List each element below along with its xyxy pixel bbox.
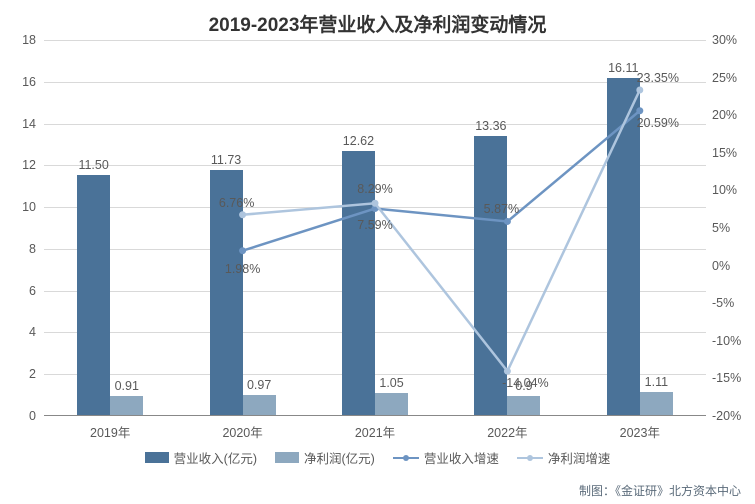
line-revenue-growth-label: 1.98% <box>225 262 260 276</box>
y-left-tick: 16 <box>8 75 36 89</box>
y-right-tick: -15% <box>712 371 741 385</box>
y-left-tick: 6 <box>8 284 36 298</box>
y-right-tick: 20% <box>712 108 737 122</box>
line-profit-growth-label: 6.76% <box>219 196 254 210</box>
line-marker <box>504 218 511 225</box>
y-left-tick: 12 <box>8 158 36 172</box>
plot-area: 11.500.9111.730.9712.621.0513.360.916.11… <box>44 40 706 416</box>
legend-label: 净利润增速 <box>548 448 611 467</box>
y-left-tick: 8 <box>8 242 36 256</box>
legend-label: 营业收入(亿元) <box>174 448 257 467</box>
legend: 营业收入(亿元) 净利润(亿元) 营业收入增速 净利润增速 <box>0 448 755 467</box>
line-marker <box>372 200 379 207</box>
legend-swatch <box>275 452 299 463</box>
x-tick: 2023年 <box>620 422 660 441</box>
line-marker <box>239 247 246 254</box>
y-left-tick: 14 <box>8 117 36 131</box>
line-marker <box>504 368 511 375</box>
y-right-tick: 5% <box>712 221 730 235</box>
y-left-tick: 2 <box>8 367 36 381</box>
line-revenue-growth-label: 5.87% <box>484 202 519 216</box>
line-profit-growth-label: -14.04% <box>502 376 549 390</box>
legend-swatch <box>393 457 419 459</box>
legend-label: 营业收入增速 <box>424 448 499 467</box>
y-right-tick: 10% <box>712 183 737 197</box>
line-revenue-growth <box>243 111 640 251</box>
legend-swatch <box>517 457 543 459</box>
y-right-tick: -10% <box>712 334 741 348</box>
y-left-tick: 4 <box>8 325 36 339</box>
line-marker <box>636 87 643 94</box>
legend-item: 营业收入(亿元) <box>145 448 257 467</box>
x-tick: 2022年 <box>487 422 527 441</box>
x-tick: 2021年 <box>355 422 395 441</box>
line-profit-growth-label: 23.35% <box>637 71 679 85</box>
line-revenue-growth-label: 20.59% <box>637 116 679 130</box>
y-right-tick: 15% <box>712 146 737 160</box>
line-marker <box>239 211 246 218</box>
credit-text: 制图：《金证研》北方资本中心 <box>579 482 741 499</box>
y-right-tick: -5% <box>712 296 734 310</box>
y-right-tick: 30% <box>712 33 737 47</box>
chart-container: 2019-2023年营业收入及净利润变动情况 11.500.9111.730.97… <box>0 0 755 504</box>
x-tick: 2020年 <box>222 422 262 441</box>
y-left-tick: 10 <box>8 200 36 214</box>
legend-item: 营业收入增速 <box>393 448 499 467</box>
y-right-tick: 25% <box>712 71 737 85</box>
legend-label: 净利润(亿元) <box>304 448 375 467</box>
line-marker <box>636 107 643 114</box>
legend-swatch <box>145 452 169 463</box>
legend-item: 净利润增速 <box>517 448 611 467</box>
x-tick: 2019年 <box>90 422 130 441</box>
y-left-tick: 0 <box>8 409 36 423</box>
y-right-tick: -20% <box>712 409 741 423</box>
line-profit-growth-label: 8.29% <box>357 182 392 196</box>
y-left-tick: 18 <box>8 33 36 47</box>
chart-title: 2019-2023年营业收入及净利润变动情况 <box>0 10 755 37</box>
y-right-tick: 0% <box>712 259 730 273</box>
legend-item: 净利润(亿元) <box>275 448 375 467</box>
line-revenue-growth-label: 7.59% <box>357 218 392 232</box>
